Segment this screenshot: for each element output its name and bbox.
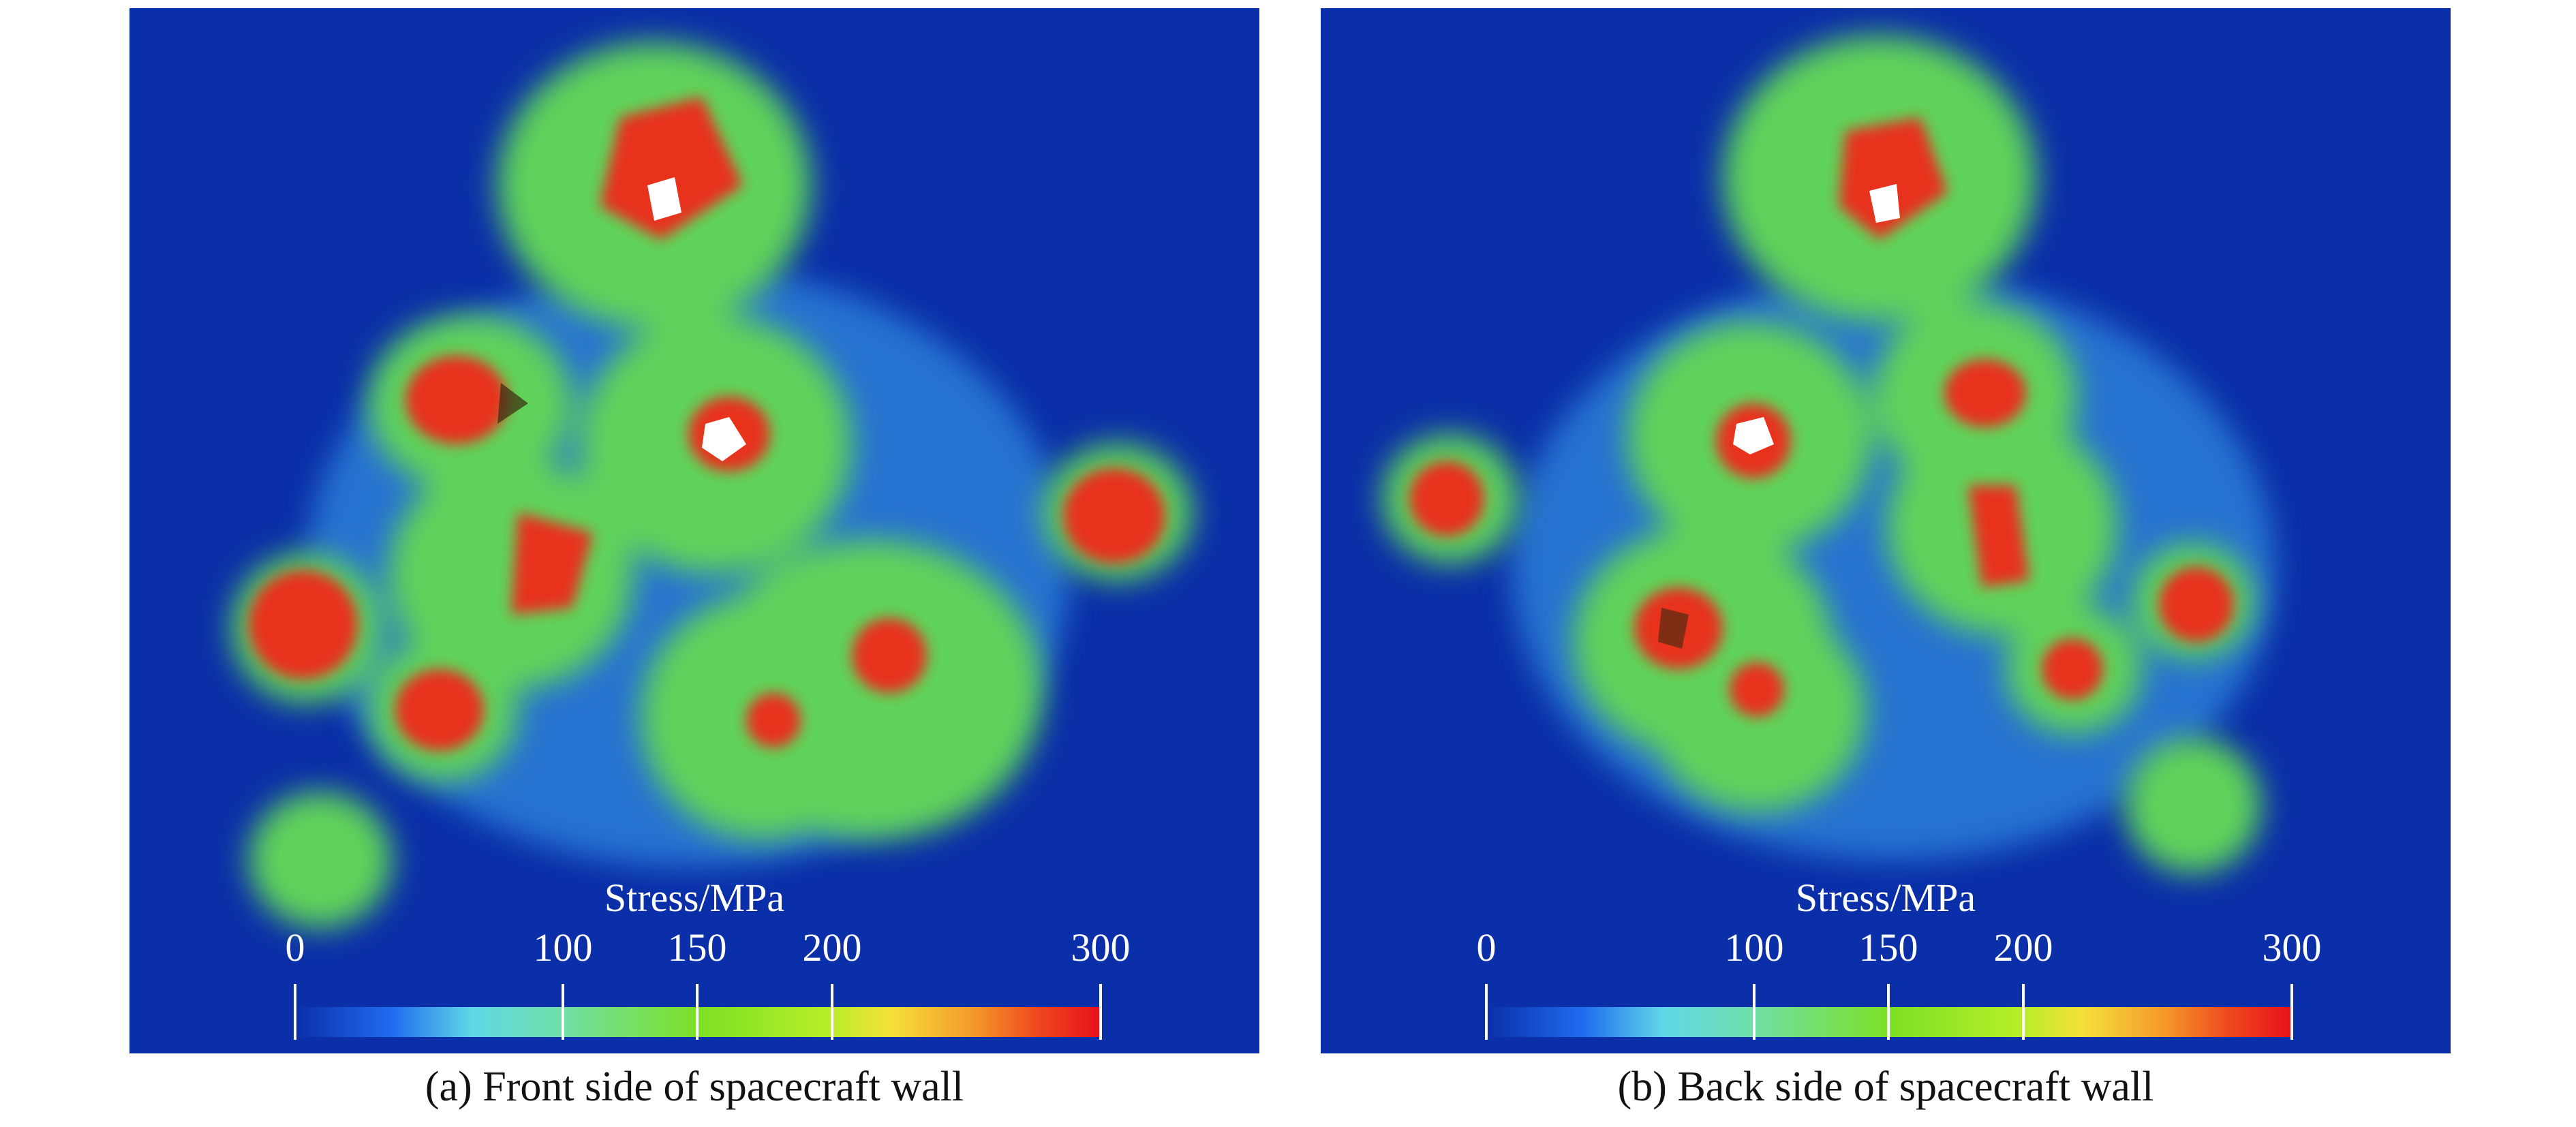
colorbar-tick: [696, 984, 699, 1040]
perforation-hole: [1733, 417, 1774, 454]
caption-a: (a) Front side of spacecraft wall: [425, 1064, 964, 1110]
colorbar-tick-label: 100: [1724, 925, 1784, 970]
perforation-hole: [1869, 184, 1900, 223]
perforation-hole: [702, 417, 746, 461]
colorbar-tick-label: 100: [533, 925, 593, 970]
colorbar-title: Stress/MPa: [604, 876, 785, 920]
colorbar-tick: [1887, 984, 1890, 1040]
colorbar-tick-label: 300: [1071, 925, 1131, 970]
stress-field-image-back: [1321, 8, 2451, 1053]
colorbar-tick-label: 300: [2262, 925, 2322, 970]
colorbar-tick-label: 150: [1858, 925, 1918, 970]
panel-front-side: Stress/MPa 0 100 150 200 300: [129, 8, 1259, 1053]
caption-b: (b) Back side of spacecraft wall: [1617, 1064, 2154, 1110]
stress-field-image-front: [129, 8, 1259, 1053]
perforation-hole: [647, 177, 681, 221]
colorbar-tick-label: 200: [802, 925, 862, 970]
colorbar-tick: [1485, 984, 1488, 1040]
panel-back-side: Stress/MPa 0 100 150 200 300: [1321, 8, 2451, 1053]
colorbar-title: Stress/MPa: [1795, 876, 1976, 920]
colorbar-tick-label: 0: [1476, 925, 1497, 970]
colorbar-tick: [294, 984, 296, 1040]
colorbar-tick-label: 150: [667, 925, 727, 970]
colorbar-tick: [1099, 984, 1102, 1040]
colorbar-tick-label: 0: [285, 925, 305, 970]
colorbar-tick: [1753, 984, 1755, 1040]
colorbar-tick: [2022, 984, 2025, 1040]
colorbar-tick-label: 200: [1993, 925, 2053, 970]
colorbar-tick: [831, 984, 833, 1040]
colorbar-tick: [562, 984, 564, 1040]
colorbar-tick: [2290, 984, 2293, 1040]
